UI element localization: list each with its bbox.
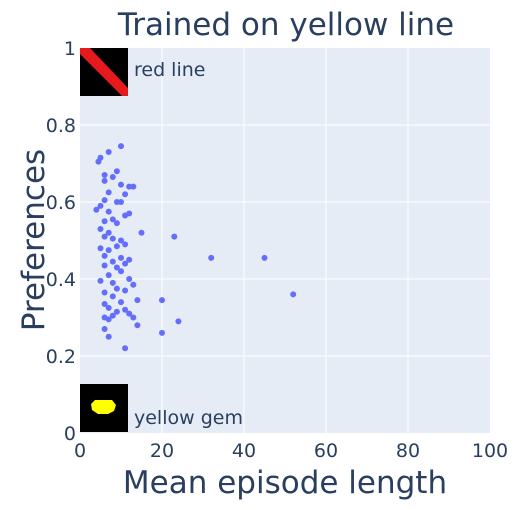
x-tick-label: 0 — [74, 440, 86, 462]
y-tick-labels: 0 0.2 0.4 0.6 0.8 1 — [46, 38, 76, 445]
data-point — [105, 304, 112, 311]
data-point — [101, 218, 108, 225]
y-tick-label: 0 — [64, 423, 76, 445]
annotation-red-line: red line — [134, 59, 205, 81]
data-point — [113, 264, 120, 271]
data-point — [171, 233, 178, 240]
data-point — [101, 177, 108, 184]
data-point — [122, 191, 129, 198]
data-point — [118, 299, 124, 306]
data-point — [126, 310, 133, 317]
data-point — [97, 202, 104, 209]
x-axis-label: Mean episode length — [123, 465, 447, 501]
x-tick-label: 100 — [472, 440, 508, 462]
data-point — [109, 173, 116, 180]
data-point — [105, 333, 112, 340]
data-point — [290, 291, 297, 298]
data-point — [101, 301, 108, 308]
x-tick-labels: 0 20 40 60 80 100 — [74, 440, 508, 462]
red-line-thumbnail — [80, 48, 128, 96]
y-tick-label: 0.4 — [46, 269, 76, 291]
data-point — [105, 247, 112, 254]
data-point — [122, 306, 129, 313]
data-point — [101, 233, 108, 240]
data-point — [105, 272, 112, 279]
data-point — [105, 316, 112, 323]
annotation-yellow-gem: yellow gem — [134, 407, 243, 429]
data-point — [109, 235, 116, 242]
data-point — [126, 183, 133, 190]
data-point — [113, 220, 120, 227]
data-point — [126, 276, 133, 282]
data-point — [97, 245, 104, 252]
data-point — [122, 241, 129, 248]
data-point — [134, 322, 141, 329]
data-point — [101, 172, 108, 179]
data-point — [105, 148, 112, 155]
data-point — [130, 281, 137, 288]
y-tick-label: 0.8 — [46, 115, 76, 137]
plot-area — [80, 48, 490, 433]
data-point — [101, 262, 108, 269]
data-point — [101, 289, 108, 296]
data-point — [113, 199, 120, 205]
data-point — [97, 277, 104, 284]
grid — [80, 48, 490, 433]
data-point — [105, 229, 112, 236]
data-point — [113, 285, 120, 292]
y-tick-label: 1 — [64, 38, 76, 60]
data-point — [105, 208, 112, 215]
data-point — [109, 293, 116, 300]
y-axis-label: Preferences — [16, 149, 52, 331]
data-point — [122, 345, 129, 352]
data-point — [97, 225, 104, 232]
data-point — [101, 326, 108, 333]
data-points — [93, 143, 297, 352]
data-point — [109, 279, 116, 286]
data-point — [109, 312, 116, 319]
data-point — [113, 308, 120, 315]
data-point — [261, 254, 268, 261]
data-point — [109, 216, 116, 223]
data-point — [159, 297, 165, 304]
data-point — [113, 243, 120, 250]
x-tick-label: 60 — [314, 440, 338, 462]
data-point — [122, 287, 129, 294]
x-tick-label: 20 — [150, 440, 174, 462]
data-point — [159, 329, 165, 336]
chart-title: Trained on yellow line — [117, 7, 454, 43]
data-point — [126, 256, 133, 263]
data-point — [101, 197, 108, 204]
data-point — [122, 260, 129, 267]
data-point — [130, 183, 137, 190]
data-point — [130, 314, 137, 321]
x-tick-label: 40 — [232, 440, 256, 462]
y-tick-label: 0.6 — [46, 192, 76, 214]
data-point — [109, 258, 116, 265]
data-point — [118, 254, 124, 261]
data-point — [138, 229, 145, 236]
data-point — [134, 297, 141, 304]
data-point — [118, 143, 124, 150]
data-point — [105, 189, 112, 196]
data-point — [118, 199, 124, 205]
data-point — [208, 254, 215, 261]
data-point — [122, 212, 129, 219]
data-point — [118, 268, 124, 275]
data-point — [93, 206, 100, 213]
y-tick-label: 0.2 — [46, 346, 76, 368]
data-point — [118, 237, 124, 244]
data-point — [95, 158, 102, 165]
data-point — [101, 252, 108, 259]
data-point — [175, 318, 182, 325]
x-tick-label: 80 — [396, 440, 420, 462]
data-point — [118, 181, 124, 188]
yellow-gem-thumbnail — [80, 384, 128, 432]
data-point — [113, 168, 120, 175]
